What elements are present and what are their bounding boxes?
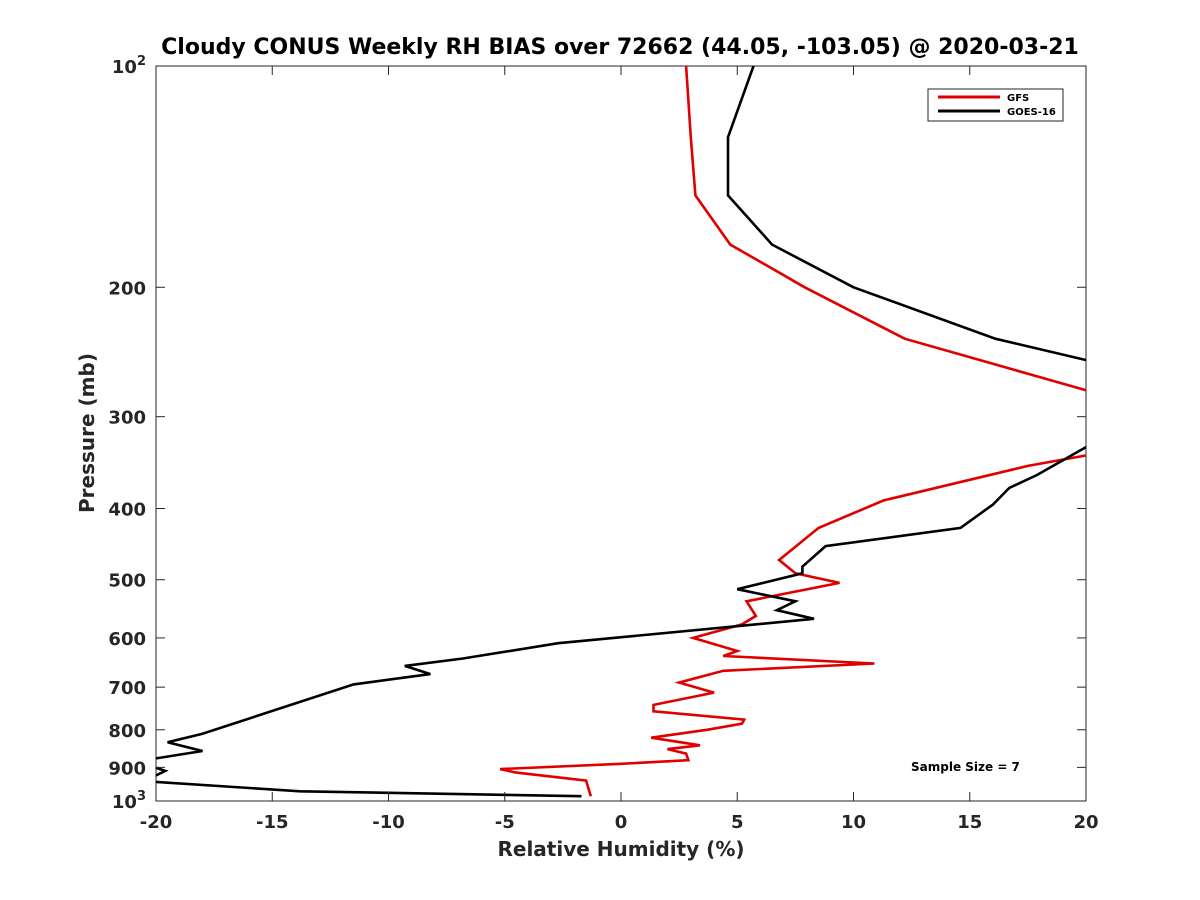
y-tick-label-exponent: 2 (137, 54, 146, 69)
y-tick-label: 700 (108, 678, 146, 699)
x-axis-label: Relative Humidity (%) (497, 837, 744, 861)
series-line-goes-16 (156, 66, 1086, 798)
y-tick-label: 500 (108, 571, 146, 592)
y-tick-label: 103 (112, 789, 146, 813)
y-tick-label-exponent: 3 (137, 789, 146, 804)
x-tick-label: -20 (140, 812, 173, 833)
legend-box (927, 88, 1064, 122)
plot-area-frame (155, 65, 1087, 802)
series-line-gfs (499, 66, 1086, 797)
y-tick-label: 600 (108, 629, 146, 650)
x-axis: -20 -15 -10 -5 0 5 10 15 20 (140, 66, 1099, 833)
y-tick-label: 200 (108, 278, 146, 299)
x-tick-label: -5 (495, 812, 515, 833)
y-tick-label: 300 (108, 408, 146, 429)
y-tick-label: 900 (108, 758, 146, 779)
x-tick-label: -15 (256, 812, 289, 833)
y-tick-label-base: 10 (112, 57, 137, 78)
legend: GFS GOES-16 (927, 88, 1064, 122)
series-layer (156, 66, 1086, 798)
x-tick-label: -10 (372, 812, 405, 833)
x-tick-label: 0 (615, 812, 628, 833)
y-tick-label: 102 (112, 54, 146, 78)
x-tick-label: 10 (841, 812, 866, 833)
x-tick-label: 20 (1073, 812, 1098, 833)
y-tick-label: 800 (108, 721, 146, 742)
x-tick-label: 15 (957, 812, 982, 833)
sample-size-annotation: Sample Size = 7 (911, 760, 1020, 774)
legend-label-goes16: GOES-16 (1007, 107, 1056, 118)
chart-title: Cloudy CONUS Weekly RH BIAS over 72662 (… (161, 35, 1079, 60)
y-tick-label-base: 10 (112, 792, 137, 813)
y-tick-label: 400 (108, 500, 146, 521)
y-axis-label: Pressure (mb) (75, 353, 99, 513)
legend-label-gfs: GFS (1007, 93, 1029, 104)
x-tick-label: 5 (731, 812, 744, 833)
